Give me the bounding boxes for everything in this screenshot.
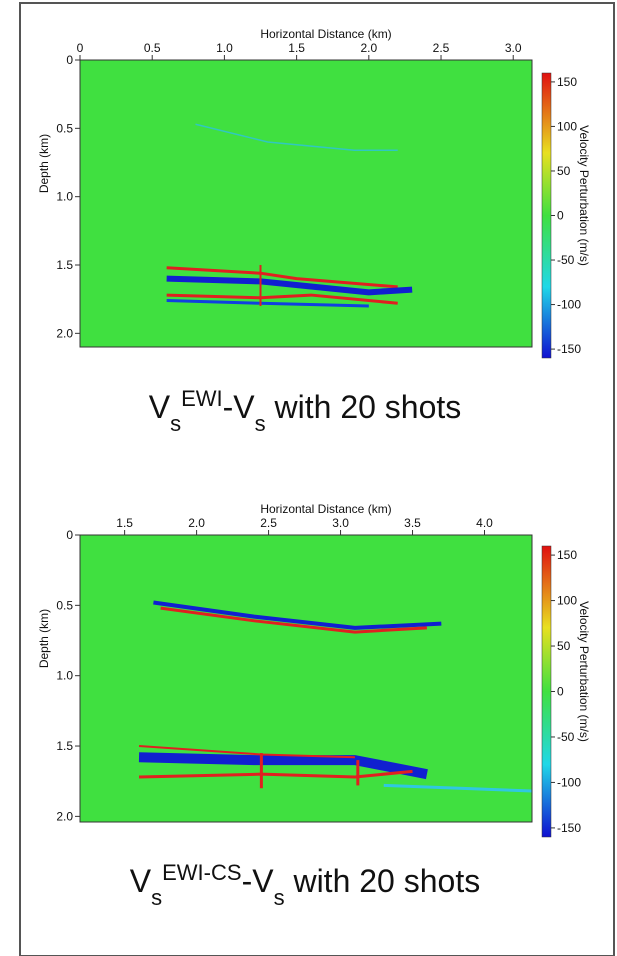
heatmap-background	[80, 535, 532, 822]
panel: 0 0.5 1.0 1.5 2.0 2.5 3.0 Horizontal Distance (…	[37, 27, 591, 436]
caption: VsEWI-Vs with 20 shots	[149, 386, 462, 436]
x-tick-label: 3.0	[332, 516, 349, 530]
caption-part: EWI	[181, 386, 223, 411]
heatmap-features	[138, 600, 532, 793]
colorbar-tick-label: -100	[557, 775, 581, 789]
y-tick-label: 2.0	[56, 326, 73, 340]
colorbar-tick-label: 0	[557, 209, 564, 223]
caption-part: s	[151, 885, 162, 910]
colorbar-tick-label: 150	[557, 75, 577, 89]
y-tick-label: 0	[66, 528, 73, 542]
colorbar	[541, 545, 552, 838]
y-axis-title: Depth (km)	[37, 609, 51, 668]
plot-border	[79, 59, 533, 348]
caption-part: V	[130, 863, 152, 899]
colorbar-tick-label: 100	[557, 594, 577, 608]
y-tick-label: 1.5	[56, 258, 73, 272]
reflector	[138, 752, 428, 780]
caption-part: s	[170, 411, 181, 436]
x-tick-label: 0	[77, 41, 84, 55]
x-tick-label: 1.5	[288, 41, 305, 55]
x-tick-label: 1.0	[216, 41, 233, 55]
y-tick-label: 2.0	[56, 809, 73, 823]
caption-part: V	[149, 389, 171, 425]
colorbar-tick-label: 50	[557, 164, 571, 178]
colorbar	[541, 72, 552, 359]
colorbar-tick-label: -100	[557, 298, 581, 312]
colorbar-tick-label: 0	[557, 685, 564, 699]
caption-part: -V	[242, 863, 275, 899]
heatmap-background	[80, 60, 532, 347]
colorbar-title: Velocity Perturbation (m/s)	[577, 601, 591, 742]
reflector	[153, 600, 442, 630]
x-tick-label: 2.0	[360, 41, 377, 55]
x-tick-label: 4.0	[476, 516, 493, 530]
y-tick-label: 1.0	[56, 669, 73, 683]
x-tick-label: 2.0	[188, 516, 205, 530]
y-tick-label: 0.5	[56, 121, 73, 135]
reflector	[166, 293, 398, 305]
colorbar-tick-label: 150	[557, 548, 577, 562]
reflector	[195, 123, 398, 151]
colorbar-tick-label: -50	[557, 253, 575, 267]
y-tick-label: 0.5	[56, 598, 73, 612]
x-tick-label: 2.5	[433, 41, 450, 55]
y-tick-label: 0	[66, 53, 73, 67]
reflector	[166, 275, 413, 296]
colorbar-tick-label: -150	[557, 821, 581, 835]
reflector	[138, 769, 413, 779]
y-axis-title: Depth (km)	[37, 134, 51, 193]
reflector	[166, 266, 398, 289]
y-tick-label: 1.0	[56, 190, 73, 204]
caption-part: s	[274, 885, 285, 910]
colorbar-title: Velocity Perturbation (m/s)	[577, 125, 591, 266]
x-tick-label: 0.5	[144, 41, 161, 55]
caption-part: with 20 shots	[266, 389, 462, 425]
reflector	[160, 606, 428, 634]
plot-border	[79, 534, 533, 823]
caption: VsEWI-CS-Vs with 20 shots	[130, 860, 480, 910]
reflector	[383, 783, 532, 793]
panel: 1.5 2.0 2.5 3.0 3.5 4.0 Horizontal Distance (k…	[37, 502, 591, 910]
heatmap-features	[166, 123, 413, 308]
caption-part: -V	[223, 389, 256, 425]
x-axis-title: Horizontal Distance (km)	[260, 502, 391, 516]
caption-part: with 20 shots	[285, 863, 481, 899]
colorbar-tick-label: -50	[557, 730, 575, 744]
colorbar-tick-label: -150	[557, 342, 581, 356]
colorbar-tick-label: 100	[557, 119, 577, 133]
colorbar-tick-label: 50	[557, 639, 571, 653]
x-tick-label: 1.5	[116, 516, 133, 530]
x-tick-label: 2.5	[260, 516, 277, 530]
y-tick-label: 1.5	[56, 739, 73, 753]
x-tick-label: 3.0	[505, 41, 522, 55]
x-tick-label: 3.5	[404, 516, 421, 530]
caption-part: s	[255, 411, 266, 436]
x-axis-title: Horizontal Distance (km)	[260, 27, 391, 41]
caption-part: EWI-CS	[162, 860, 241, 885]
